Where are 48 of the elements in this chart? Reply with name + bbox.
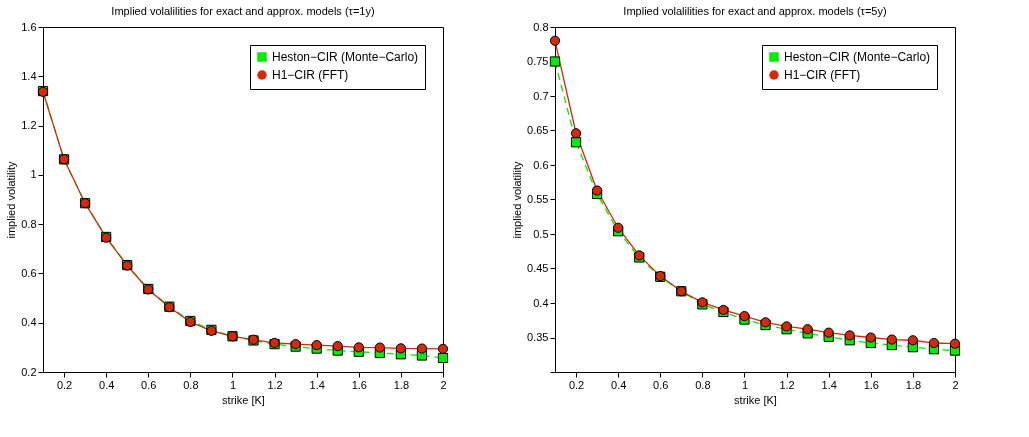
y-tick-label: 0.45 — [527, 262, 549, 274]
x-tick-label: 1.8 — [393, 378, 410, 391]
y-axis-title: implied volatility — [5, 160, 18, 239]
legend-label: Heston−CIR (Monte−Carlo) — [784, 50, 931, 64]
y-tick-label: 0.75 — [527, 55, 549, 67]
x-tick-label: 1.6 — [351, 378, 367, 391]
y-tick-label: 1.6 — [21, 20, 37, 33]
x-tick-label: 1 — [229, 378, 237, 391]
y-tick-label: 1 — [30, 168, 37, 181]
x-tick-label: 2 — [952, 378, 959, 391]
chart-title: Implied volalilities for exact and approx. models (τ=1y) — [111, 5, 375, 17]
x-axis-title: strike [K] — [734, 393, 777, 406]
x-tick-label: 1.6 — [863, 378, 879, 391]
y-tick-label: 0.65 — [527, 124, 549, 136]
y-tick-label: 0.8 — [533, 20, 549, 33]
y-tick-label: 0.6 — [533, 158, 549, 171]
x-tick-label: 0.8 — [183, 378, 199, 391]
x-tick-label: 0.8 — [695, 378, 711, 391]
y-tick-label: 0.4 — [533, 296, 549, 309]
y-tick-label: 1.2 — [21, 119, 37, 132]
y-tick-label: 1.4 — [21, 69, 37, 82]
x-tick-label: 1.4 — [309, 378, 325, 391]
y-tick-label: 0.7 — [533, 89, 549, 102]
legend-label: Heston−CIR (Monte−Carlo) — [272, 50, 419, 64]
x-tick-label: 0.2 — [568, 378, 585, 391]
x-tick-label: 1.2 — [267, 378, 283, 391]
x-tick-label: 0.4 — [611, 378, 627, 391]
x-tick-label: 0.4 — [99, 378, 115, 391]
y-tick-label: 0.2 — [21, 365, 37, 378]
x-tick-label: 0.6 — [141, 378, 157, 391]
y-axis-title: implied volatility — [511, 160, 524, 239]
x-axis-title: strike [K] — [222, 393, 265, 406]
y-tick-label: 0.6 — [21, 266, 37, 279]
x-tick-label: 0.6 — [653, 378, 669, 391]
x-tick-label: 1 — [741, 378, 749, 391]
legend-label: H1−CIR (FFT) — [784, 68, 861, 82]
y-tick-label: 0.35 — [527, 331, 549, 343]
y-tick-label: 0.4 — [21, 316, 37, 329]
x-tick-label: 1.2 — [779, 378, 795, 391]
x-tick-label: 2 — [440, 378, 447, 391]
x-tick-label: 1.8 — [905, 378, 922, 391]
x-tick-label: 1.4 — [821, 378, 837, 391]
chart-title: Implied volalilities for exact and approx. models (τ=5y) — [623, 5, 887, 17]
y-tick-label: 0.55 — [527, 193, 549, 205]
y-tick-label: 0.8 — [21, 217, 37, 230]
y-tick-label: 0.5 — [533, 227, 549, 240]
x-tick-label: 0.2 — [56, 378, 73, 391]
legend-label: H1−CIR (FFT) — [272, 68, 349, 82]
